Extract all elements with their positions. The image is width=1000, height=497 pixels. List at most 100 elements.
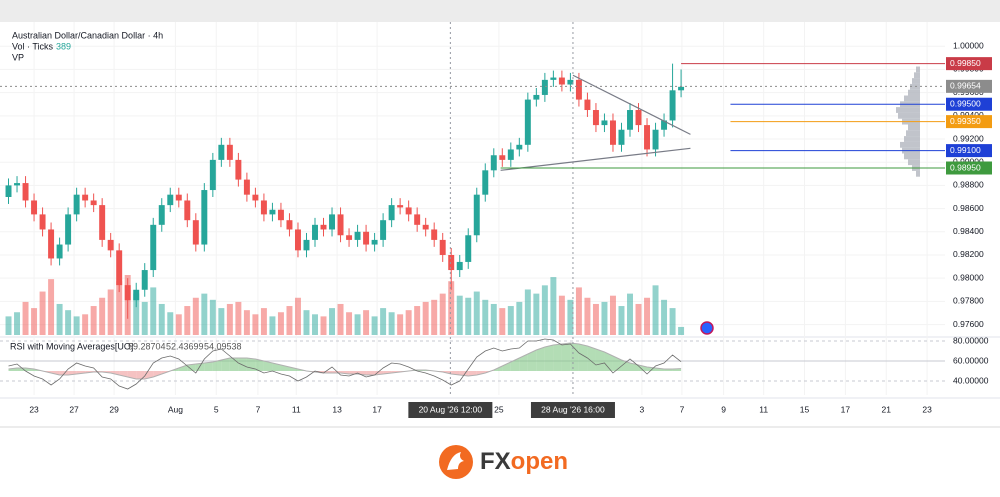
candle-body [601,120,608,126]
rsi-tick-label: 40.00000 [953,375,989,385]
volume-bar [516,301,523,335]
x-tick-label: 3 [640,404,645,414]
volume-bar [337,303,344,335]
candle-body [107,239,114,251]
volume-profile-bar [904,136,920,142]
volume-bar [39,291,46,335]
y-tick-label: 0.98000 [953,272,984,282]
volume-bar [269,316,276,335]
candle-body [14,183,21,186]
volume-bar [175,314,182,335]
x-tick-label: 11 [759,404,768,414]
price-label-bg [946,57,992,71]
candle-body [252,194,259,201]
candle-body [175,194,182,201]
volume-bar [422,301,429,335]
x-tick-label: 23 [29,404,39,414]
volume-bar [184,306,191,335]
candle-body [286,220,293,230]
marks [5,63,920,390]
volume-bar [65,310,72,335]
rsi-ma-fill [595,349,605,371]
volume-bar [584,297,591,335]
candle-body [524,99,531,145]
candle-body [141,270,148,290]
candle-body [337,214,344,236]
rsi-ma-fill [178,365,188,371]
volume-bar [601,301,608,335]
candle-body [533,94,540,100]
brand-part: FX [480,448,511,475]
candle-body [303,239,310,251]
volume-bar [627,293,633,335]
candle-body [269,209,276,215]
crosshair-label-bg [530,402,615,418]
volume-bar [294,297,301,335]
price-label: 0.99654 [950,81,981,91]
x-tick-label: 11 [292,404,301,414]
candle-body [39,214,46,230]
volume-bar [558,295,565,335]
candle-body [31,200,38,215]
candle-body [201,190,208,245]
rsi-ma-fill [502,362,511,371]
volume-profile-bar [904,153,920,160]
volume-bar [158,303,165,335]
rsi-ma-fill [519,354,528,371]
volume-bar [192,297,199,335]
volume-bar [439,293,446,335]
x-tick-label: 9 [721,404,726,414]
volume-bar [354,314,361,335]
volume-bar [235,301,242,335]
candle-body [48,229,55,259]
volume-profile-bar [908,124,920,131]
rsi-line [8,338,682,390]
brand-logo: FXopen [439,445,568,479]
candle-body [5,185,12,197]
candle-body [431,229,438,240]
candle-body [618,129,625,145]
rsi-ma-fill [536,347,545,371]
candle-body [184,200,191,221]
price-label-bg [946,79,992,93]
price-label-bg [946,161,992,175]
volume-bar [644,297,651,335]
volume-profile-bar [914,72,920,79]
volume-bar [652,285,659,335]
volume-bar [363,310,370,335]
candle-body [627,110,633,130]
price-label: 0.99100 [950,145,981,155]
price-label-bg [946,97,992,111]
x-tick-label: 17 [372,404,382,414]
candle-body [422,224,429,230]
rsi-ma-fill [221,358,230,371]
y-tick-label: 0.99200 [953,133,984,143]
volume-bar [277,312,284,335]
x-tick-label: 7 [256,404,261,414]
rsi-readout: 54.09538 [204,341,242,351]
volume-profile-bar [900,141,920,148]
x-tick-label: 21 [882,404,892,414]
rsi-ma-fill [561,343,571,371]
candle-body [678,86,685,91]
volume-bar [167,312,174,335]
candle-body [380,220,387,240]
candle-body [541,79,548,95]
volume-bar [397,314,404,335]
candle-body [320,224,327,230]
x-tick-label: Aug [168,404,183,414]
logo-dragon [447,452,464,470]
y-tick-label: 0.99000 [953,156,984,166]
candle-body [635,110,642,126]
rsi-ma-fill [204,362,213,371]
volume-bar [371,316,378,335]
volume-bar [243,310,250,335]
chart-title: Australian Dollar/Canadian Dollar · 4h [12,30,163,40]
candle-body [124,285,131,301]
rsi-ma-fill [263,361,273,371]
y-tick-label: 0.97800 [953,296,984,306]
volume-profile-bar [896,107,920,113]
rsi-ma-fill [212,360,222,371]
volume-bar [661,299,668,335]
